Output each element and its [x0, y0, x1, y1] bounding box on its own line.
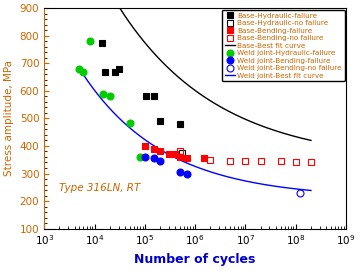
Weld joint-Bending-failure — [158, 160, 162, 163]
Base-Bending-failure — [185, 157, 189, 160]
Weld joint-Best fit curve — [203, 168, 207, 171]
Weld joint-Best fit curve — [215, 172, 219, 176]
Base-Bending-no failure — [228, 160, 233, 163]
Base-Bending-failure — [158, 150, 162, 153]
Weld joint-Bending-failure — [185, 172, 189, 175]
Base-Hydraulic-failure — [177, 122, 182, 126]
Line: Base-Bending-failure: Base-Bending-failure — [142, 143, 207, 161]
Line: Weld joint-Bending-failure: Weld joint-Bending-failure — [141, 154, 191, 177]
Weld joint-Best fit curve — [267, 184, 271, 187]
Base-Bending-failure — [152, 147, 156, 150]
Base-Bending-no failure — [279, 160, 283, 163]
Base-Bending-no failure — [208, 158, 212, 161]
Line: Weld joint-Best fit curve: Weld joint-Best fit curve — [79, 69, 311, 190]
Base-Bending-no failure — [258, 160, 263, 163]
Base-Best fit curve — [303, 137, 307, 141]
Text: Type 316LN, RT: Type 316LN, RT — [59, 183, 141, 193]
Base-Hydraulic-failure — [158, 120, 162, 123]
Base-Best fit curve — [267, 127, 271, 130]
Line: Weld joint-Hydraulic-failure: Weld joint-Hydraulic-failure — [76, 38, 143, 160]
Base-Bending-failure — [143, 144, 147, 148]
Line: Base-Best fit curve: Base-Best fit curve — [79, 0, 311, 140]
Base-Bending-no failure — [178, 150, 182, 153]
X-axis label: Number of cycles: Number of cycles — [135, 253, 256, 266]
Base-Bending-failure — [167, 153, 171, 156]
Weld joint-Hydraulic-failure — [138, 155, 142, 158]
Weld joint-Best fit curve — [189, 163, 193, 166]
Base-Best fit curve — [215, 103, 219, 107]
Base-Best fit curve — [203, 96, 207, 99]
Weld joint-Hydraulic-failure — [87, 40, 92, 43]
Weld joint-Bending-failure — [143, 155, 147, 158]
Line: Base-Bending-no failure: Base-Bending-no failure — [177, 148, 314, 166]
Base-Best fit curve — [309, 139, 313, 142]
Base-Hydraulic-failure — [112, 70, 117, 73]
Weld joint-Bending-failure — [152, 157, 156, 160]
Base-Hydraulic-failure — [144, 95, 148, 98]
Base-Hydraulic-failure — [116, 67, 121, 70]
Base-Hydraulic-failure — [100, 41, 104, 44]
Weld joint-Hydraulic-failure — [81, 70, 86, 73]
Base-Bending-failure — [202, 157, 206, 160]
Base-Best fit curve — [189, 86, 193, 89]
Weld joint-Best fit curve — [187, 163, 192, 166]
Weld joint-Hydraulic-failure — [127, 121, 132, 124]
Base-Bending-failure — [173, 153, 177, 156]
Base-Bending-no failure — [309, 161, 313, 164]
Base-Hydraulic-failure — [103, 70, 107, 73]
Weld joint-Best fit curve — [309, 189, 313, 192]
Base-Best fit curve — [187, 85, 192, 88]
Base-Bending-no failure — [294, 161, 298, 164]
Y-axis label: Stress amplitude, MPa: Stress amplitude, MPa — [4, 60, 14, 176]
Legend: Base-Hydraulic-failure, Base-Hydraulic-no failure, Base-Bending-failure, Base-Be: Base-Hydraulic-failure, Base-Hydraulic-n… — [222, 10, 345, 82]
Weld joint-Hydraulic-failure — [108, 95, 112, 98]
Base-Bending-no failure — [243, 160, 248, 163]
Weld joint-Bending-failure — [178, 171, 182, 174]
Weld joint-Best fit curve — [303, 188, 307, 191]
Weld joint-Hydraulic-failure — [101, 92, 105, 95]
Base-Hydraulic-failure — [152, 95, 156, 98]
Weld joint-Hydraulic-failure — [77, 67, 81, 70]
Weld joint-Best fit curve — [77, 67, 81, 70]
Line: Base-Hydraulic-failure: Base-Hydraulic-failure — [98, 39, 183, 127]
Base-Bending-failure — [178, 155, 182, 158]
